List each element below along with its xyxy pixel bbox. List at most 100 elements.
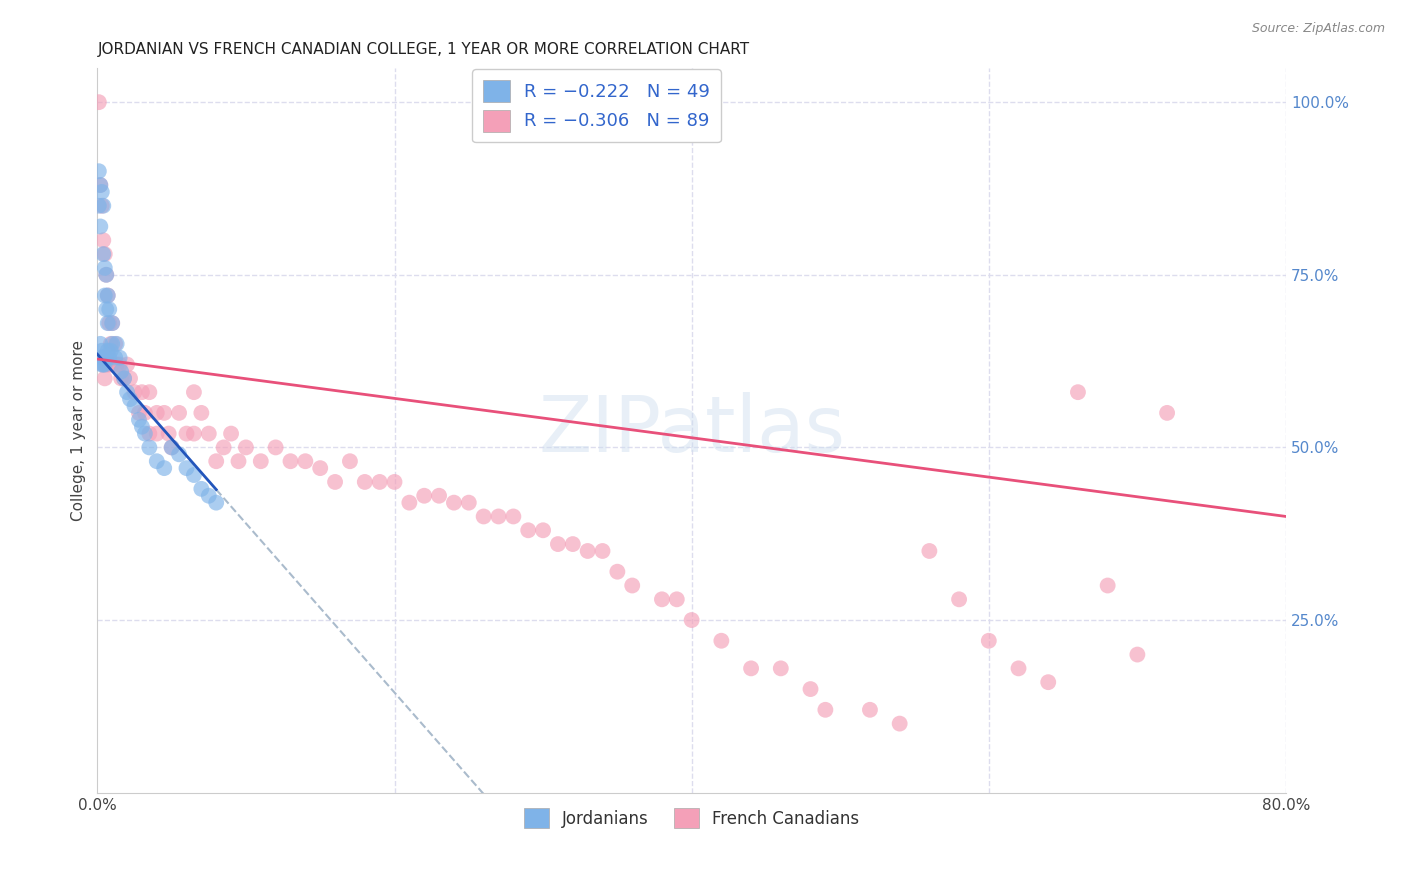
Point [134,406,156,420]
Point [1156,406,1178,420]
Text: ZIPatlas: ZIPatlas [538,392,845,468]
Point [96,351,118,365]
Point [219,426,242,441]
Point [128,406,150,420]
Point [228,454,250,468]
Point [90,199,112,213]
Point [547,537,569,551]
Point [353,475,375,489]
Point [1097,578,1119,592]
Point [94,358,117,372]
Legend: Jordanians, French Canadians: Jordanians, French Canadians [517,801,866,835]
Point [502,509,524,524]
Point [138,426,160,441]
Point [264,441,287,455]
Point [104,351,127,365]
Point [96,358,118,372]
Point [205,454,228,468]
Point [118,371,141,385]
Point [90,351,112,365]
Text: Source: ZipAtlas.com: Source: ZipAtlas.com [1251,22,1385,36]
Point [190,406,212,420]
Point [108,351,131,365]
Point [176,426,198,441]
Point [212,441,235,455]
Point [621,578,644,592]
Point [235,441,257,455]
Point [153,406,176,420]
Point [94,351,117,365]
Point [977,633,1000,648]
Point [183,385,205,400]
Y-axis label: College, 1 year or more: College, 1 year or more [72,340,86,521]
Point [96,302,118,317]
Point [190,482,212,496]
Point [160,441,183,455]
Point [1007,661,1029,675]
Point [89,336,111,351]
Point [398,496,420,510]
Point [427,489,450,503]
Point [146,454,169,468]
Point [98,351,121,365]
Point [89,178,111,192]
Point [384,475,406,489]
Point [651,592,673,607]
Point [1038,675,1060,690]
Point [105,336,128,351]
Point [339,454,361,468]
Point [94,260,117,275]
Point [91,233,114,247]
Point [110,371,132,385]
Point [91,358,114,372]
Point [413,489,436,503]
Point [124,385,146,400]
Point [101,358,124,372]
Point [90,343,112,358]
Point [183,468,205,483]
Point [96,268,118,282]
Point [576,544,599,558]
Point [94,247,117,261]
Point [488,509,510,524]
Point [606,565,628,579]
Point [889,716,911,731]
Point [146,406,169,420]
Point [101,316,124,330]
Point [323,475,346,489]
Point [681,613,703,627]
Point [110,364,132,378]
Point [98,358,121,372]
Point [100,343,122,358]
Point [176,461,198,475]
Point [108,358,131,372]
Point [561,537,583,551]
Point [280,454,302,468]
Point [948,592,970,607]
Point [134,426,156,441]
Point [665,592,688,607]
Point [97,288,120,302]
Point [138,385,160,400]
Point [472,509,495,524]
Point [131,385,153,400]
Point [1126,648,1149,662]
Point [517,523,540,537]
Point [87,164,110,178]
Point [443,496,465,510]
Point [153,461,176,475]
Point [118,392,141,406]
Point [97,288,120,302]
Point [918,544,941,558]
Point [205,496,228,510]
Point [90,185,112,199]
Point [91,351,114,365]
Point [94,288,117,302]
Point [146,426,169,441]
Point [167,447,190,461]
Point [98,316,121,330]
Point [90,358,112,372]
Point [91,199,114,213]
Point [197,426,219,441]
Point [309,461,332,475]
